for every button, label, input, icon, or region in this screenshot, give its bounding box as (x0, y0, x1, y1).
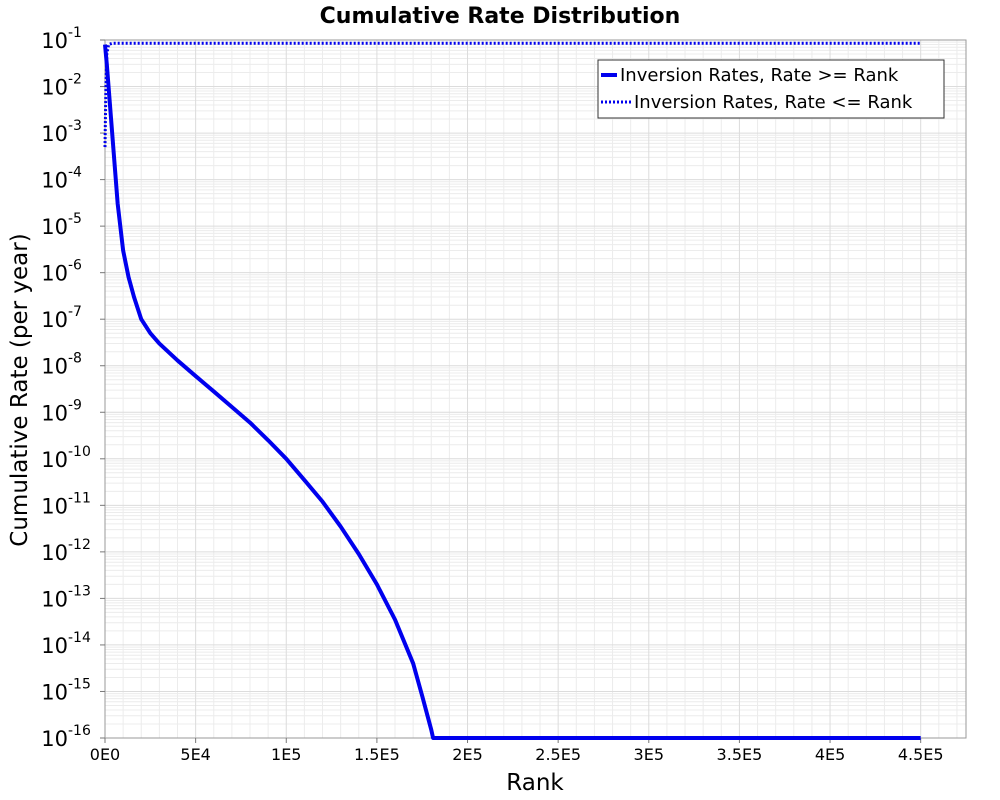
y-tick-label-base: 10 (41, 76, 68, 100)
y-tick-label-base: 10 (41, 355, 68, 379)
legend: Inversion Rates, Rate >= Rank Inversion … (597, 59, 945, 119)
y-tick-label-base: 10 (41, 587, 68, 611)
y-tick-label-base: 10 (41, 494, 68, 518)
x-tick-label: 3.5E5 (717, 745, 763, 764)
y-tick-label-exponent: -6 (68, 258, 82, 274)
y-tick-label-exponent: -13 (68, 583, 91, 599)
x-tick-label: 1.5E5 (354, 745, 400, 764)
y-tick-label-exponent: -1 (68, 25, 82, 41)
x-axis-ticks: 0E0 5E4 1E5 1.5E5 2E5 2.5E5 3E5 3.5E5 4E5 4.5E5 (90, 738, 944, 764)
y-tick-label-base: 10 (41, 680, 68, 704)
y-axis-label: Cumulative Rate (per year) (7, 233, 33, 546)
x-tick-label: 3E5 (634, 745, 664, 764)
y-tick-label-exponent: -16 (68, 723, 91, 739)
y-tick-label-base: 10 (41, 169, 68, 193)
legend-entry-rate-lte-rank: Inversion Rates, Rate <= Rank (634, 92, 913, 113)
y-tick-label-base: 10 (41, 215, 68, 239)
y-tick-label-base: 10 (41, 122, 68, 146)
y-tick-label-exponent: -15 (68, 676, 91, 692)
y-tick-label-base: 10 (41, 401, 68, 425)
chart-title: Cumulative Rate Distribution (320, 4, 681, 29)
x-tick-label: 1E5 (271, 745, 301, 764)
y-tick-label-exponent: -8 (68, 351, 82, 367)
legend-entry-rate-gte-rank: Inversion Rates, Rate >= Rank (620, 65, 899, 86)
y-tick-label-exponent: -3 (68, 118, 82, 134)
x-tick-label: 0E0 (90, 745, 120, 764)
y-tick-label-exponent: -7 (68, 304, 82, 320)
y-tick-label-base: 10 (41, 727, 68, 751)
y-tick-label-base: 10 (41, 541, 68, 565)
x-tick-label: 2E5 (452, 745, 482, 764)
major-grid (104, 39, 966, 739)
x-tick-label: 4.5E5 (898, 745, 944, 764)
y-tick-label-base: 10 (41, 29, 68, 53)
x-tick-label: 2.5E5 (535, 745, 581, 764)
y-tick-label-base: 10 (41, 634, 68, 658)
y-tick-label-base: 10 (41, 448, 68, 472)
series-layer (103, 41, 921, 740)
x-axis-label: Rank (506, 770, 564, 796)
y-tick-label-exponent: -5 (68, 211, 82, 227)
y-tick-label-exponent: -12 (68, 537, 91, 553)
y-tick-label-exponent: -14 (68, 630, 91, 646)
y-tick-label-base: 10 (41, 262, 68, 286)
legend-box (597, 59, 945, 119)
x-tick-label: 4E5 (815, 745, 845, 764)
y-axis-ticks: 10 -110 -210 -310 -410 -510 -610 -710 -810 -910 -1… (41, 25, 105, 751)
y-tick-label-exponent: -9 (68, 397, 82, 413)
y-tick-label-exponent: -2 (68, 72, 82, 88)
y-tick-label-exponent: -4 (68, 165, 82, 181)
y-tick-label-base: 10 (41, 308, 68, 332)
y-tick-label-exponent: -10 (68, 444, 91, 460)
y-tick-label-exponent: -11 (68, 490, 91, 506)
series-line-1 (103, 41, 921, 148)
series-line-0 (103, 44, 921, 740)
x-tick-label: 5E4 (180, 745, 210, 764)
